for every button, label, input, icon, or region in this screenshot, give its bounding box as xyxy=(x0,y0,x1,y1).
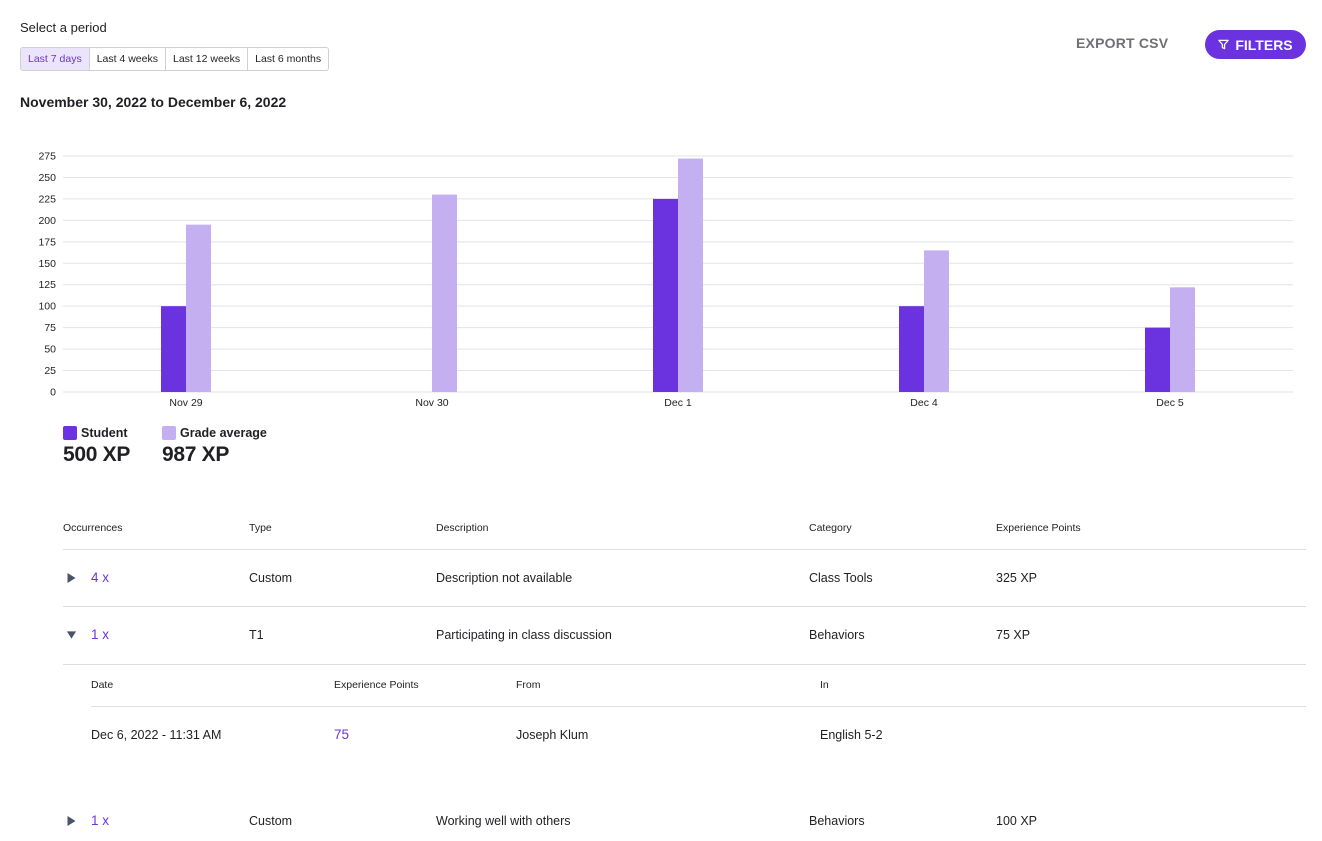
detail-points[interactable]: 75 xyxy=(334,727,350,742)
detail-table: Date Experience Points From In Dec 6, 20… xyxy=(91,665,1306,793)
col-occurrences[interactable]: Occurrences xyxy=(63,522,123,534)
period-last-7-days[interactable]: Last 7 days xyxy=(21,48,90,70)
grade-average-swatch xyxy=(162,426,176,440)
filter-icon xyxy=(1218,39,1230,50)
period-last-4-weeks[interactable]: Last 4 weeks xyxy=(89,48,166,70)
y-tick-label: 200 xyxy=(38,215,56,227)
row-points: 325 XP xyxy=(996,571,1038,585)
bar-student[interactable] xyxy=(653,198,678,392)
filters-label: FILTERS xyxy=(1235,36,1293,53)
y-tick-label: 125 xyxy=(38,279,56,291)
legend-grade-average: Grade average 987 XP xyxy=(162,426,267,467)
legend-grade-label: Grade average xyxy=(180,426,267,440)
bar-grade-average[interactable] xyxy=(924,250,949,392)
table-header: Occurrences Type Description Category Ex… xyxy=(63,512,1306,550)
y-tick-label: 150 xyxy=(38,258,56,270)
table-row[interactable]: 1 x Custom Working well with others Beha… xyxy=(63,793,1306,841)
bar-grade-average[interactable] xyxy=(186,224,211,392)
detail-col-points: Experience Points xyxy=(334,679,419,691)
xp-bar-chart: 0 25 50 75 100 125 150 175 200 225 250 275 Nov 29 Nov… xyxy=(38,151,1293,409)
x-tick-label: Dec 5 xyxy=(1156,397,1184,409)
col-type[interactable]: Type xyxy=(249,522,272,534)
detail-col-from: From xyxy=(516,679,541,691)
row-description: Participating in class discussion xyxy=(436,628,612,642)
detail-col-in: In xyxy=(820,679,829,691)
y-tick-label: 75 xyxy=(44,322,56,334)
row-description: Working well with others xyxy=(436,814,571,828)
student-swatch xyxy=(63,426,77,440)
bar-grade-average[interactable] xyxy=(432,194,457,392)
date-range-title: November 30, 2022 to December 6, 2022 xyxy=(20,94,287,110)
row-category: Behaviors xyxy=(809,814,865,828)
x-tick-label: Dec 4 xyxy=(910,397,938,409)
row-type: Custom xyxy=(249,571,293,585)
legend-student: Student 500 XP xyxy=(63,426,130,467)
occurrence-count[interactable]: 1 x xyxy=(91,627,110,642)
y-tick-label: 0 xyxy=(50,387,56,399)
y-tick-label: 250 xyxy=(38,172,56,184)
x-tick-label: Dec 1 xyxy=(664,397,692,409)
legend-student-label: Student xyxy=(81,426,128,440)
period-last-12-weeks[interactable]: Last 12 weeks xyxy=(166,48,249,70)
row-points: 100 XP xyxy=(996,814,1038,828)
detail-row: Dec 6, 2022 - 11:31 AM 75 Joseph Klum En… xyxy=(91,707,1306,793)
row-type: T1 xyxy=(249,628,264,642)
expand-triangle-icon[interactable] xyxy=(66,815,77,827)
col-experience-points[interactable]: Experience Points xyxy=(996,522,1081,534)
y-tick-label: 100 xyxy=(38,301,56,313)
y-tick-label: 50 xyxy=(44,344,56,356)
bar-student[interactable] xyxy=(899,306,924,392)
col-category[interactable]: Category xyxy=(809,522,852,534)
student-total-xp: 500 XP xyxy=(63,443,131,466)
bar-student[interactable] xyxy=(1145,327,1170,392)
row-category: Class Tools xyxy=(809,571,873,585)
y-tick-label: 275 xyxy=(38,151,56,163)
detail-from: Joseph Klum xyxy=(516,728,589,742)
detail-in: English 5-2 xyxy=(820,728,883,742)
table-row[interactable]: 1 x T1 Participating in class discussion… xyxy=(63,607,1306,665)
col-description[interactable]: Description xyxy=(436,522,489,534)
bar-student[interactable] xyxy=(161,306,186,392)
detail-date: Dec 6, 2022 - 11:31 AM xyxy=(91,728,222,742)
row-description: Description not available xyxy=(436,571,573,585)
row-type: Custom xyxy=(249,814,293,828)
x-tick-label: Nov 29 xyxy=(169,397,202,409)
row-points: 75 XP xyxy=(996,628,1031,642)
bar-grade-average[interactable] xyxy=(678,158,703,392)
collapse-triangle-icon[interactable] xyxy=(66,629,77,641)
occurrence-count[interactable]: 4 x xyxy=(91,570,110,585)
y-tick-label: 175 xyxy=(38,236,56,248)
y-tick-label: 225 xyxy=(38,193,56,205)
occurrence-count[interactable]: 1 x xyxy=(91,813,110,828)
grade-average-total-xp: 987 XP xyxy=(162,443,230,466)
period-last-6-months[interactable]: Last 6 months xyxy=(248,48,329,70)
x-tick-label: Nov 30 xyxy=(415,397,448,409)
y-tick-label: 25 xyxy=(44,365,56,377)
detail-header: Date Experience Points From In xyxy=(91,665,1306,707)
bar-grade-average[interactable] xyxy=(1170,287,1195,392)
period-selector: Last 7 days Last 4 weeks Last 12 weeks L… xyxy=(20,47,330,71)
table-row[interactable]: 4 x Custom Description not available Cla… xyxy=(63,550,1306,607)
export-csv-button[interactable]: EXPORT CSV xyxy=(1076,35,1169,51)
detail-col-date: Date xyxy=(91,679,114,691)
xp-table: Occurrences Type Description Category Ex… xyxy=(63,512,1306,841)
expand-triangle-icon[interactable] xyxy=(66,572,77,584)
filters-button[interactable]: FILTERS xyxy=(1205,30,1306,59)
row-category: Behaviors xyxy=(809,628,865,642)
period-label: Select a period xyxy=(20,20,107,35)
